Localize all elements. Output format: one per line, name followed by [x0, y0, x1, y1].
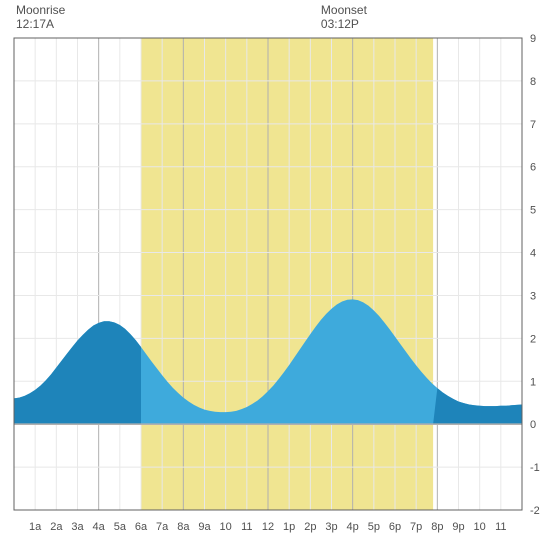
- y-tick-label: 4: [530, 248, 536, 260]
- y-tick-label: 5: [530, 205, 536, 217]
- x-tick-label: 9p: [452, 521, 464, 533]
- y-tick-label: -2: [530, 505, 540, 517]
- x-tick-label: 7a: [156, 521, 169, 533]
- x-tick-label: 6a: [135, 521, 148, 533]
- x-tick-label: 8a: [177, 521, 190, 533]
- moonrise-time: 12:17A: [16, 17, 54, 31]
- moonset-label: Moonset: [321, 3, 368, 17]
- x-tick-label: 12: [262, 521, 274, 533]
- moonset-time: 03:12P: [321, 17, 359, 31]
- tide-chart-container: { "header": { "moonrise": { "label": "Mo…: [0, 0, 550, 550]
- x-tick-label: 11: [495, 521, 506, 533]
- y-tick-label: 0: [530, 419, 536, 431]
- moonrise-label: Moonrise: [16, 3, 66, 17]
- x-tick-label: 3p: [325, 521, 337, 533]
- y-tick-label: 7: [530, 119, 536, 131]
- x-tick-label: 10: [474, 521, 486, 533]
- x-tick-label: 1a: [29, 521, 42, 533]
- x-tick-label: 8p: [431, 521, 443, 533]
- x-tick-label: 10: [220, 521, 232, 533]
- x-tick-label: 1p: [283, 521, 295, 533]
- x-tick-label: 5a: [114, 521, 127, 533]
- x-tick-label: 2a: [50, 521, 63, 533]
- y-tick-label: 1: [530, 376, 536, 388]
- tide-chart-svg: Moonrise12:17AMoonset03:12P-2-1012345678…: [0, 0, 550, 550]
- x-tick-label: 11: [241, 521, 252, 533]
- x-tick-label: 5p: [368, 521, 380, 533]
- y-tick-label: -1: [530, 462, 540, 474]
- x-tick-label: 4p: [347, 521, 359, 533]
- x-tick-label: 6p: [389, 521, 401, 533]
- x-tick-label: 2p: [304, 521, 316, 533]
- y-tick-label: 3: [530, 290, 536, 302]
- daylight-band: [141, 38, 433, 510]
- x-tick-label: 7p: [410, 521, 422, 533]
- y-tick-label: 6: [530, 162, 536, 174]
- x-tick-label: 4a: [93, 521, 106, 533]
- x-tick-label: 9a: [198, 521, 211, 533]
- y-tick-label: 9: [530, 33, 536, 45]
- y-tick-label: 8: [530, 76, 536, 88]
- y-tick-label: 2: [530, 333, 536, 345]
- x-tick-label: 3a: [71, 521, 84, 533]
